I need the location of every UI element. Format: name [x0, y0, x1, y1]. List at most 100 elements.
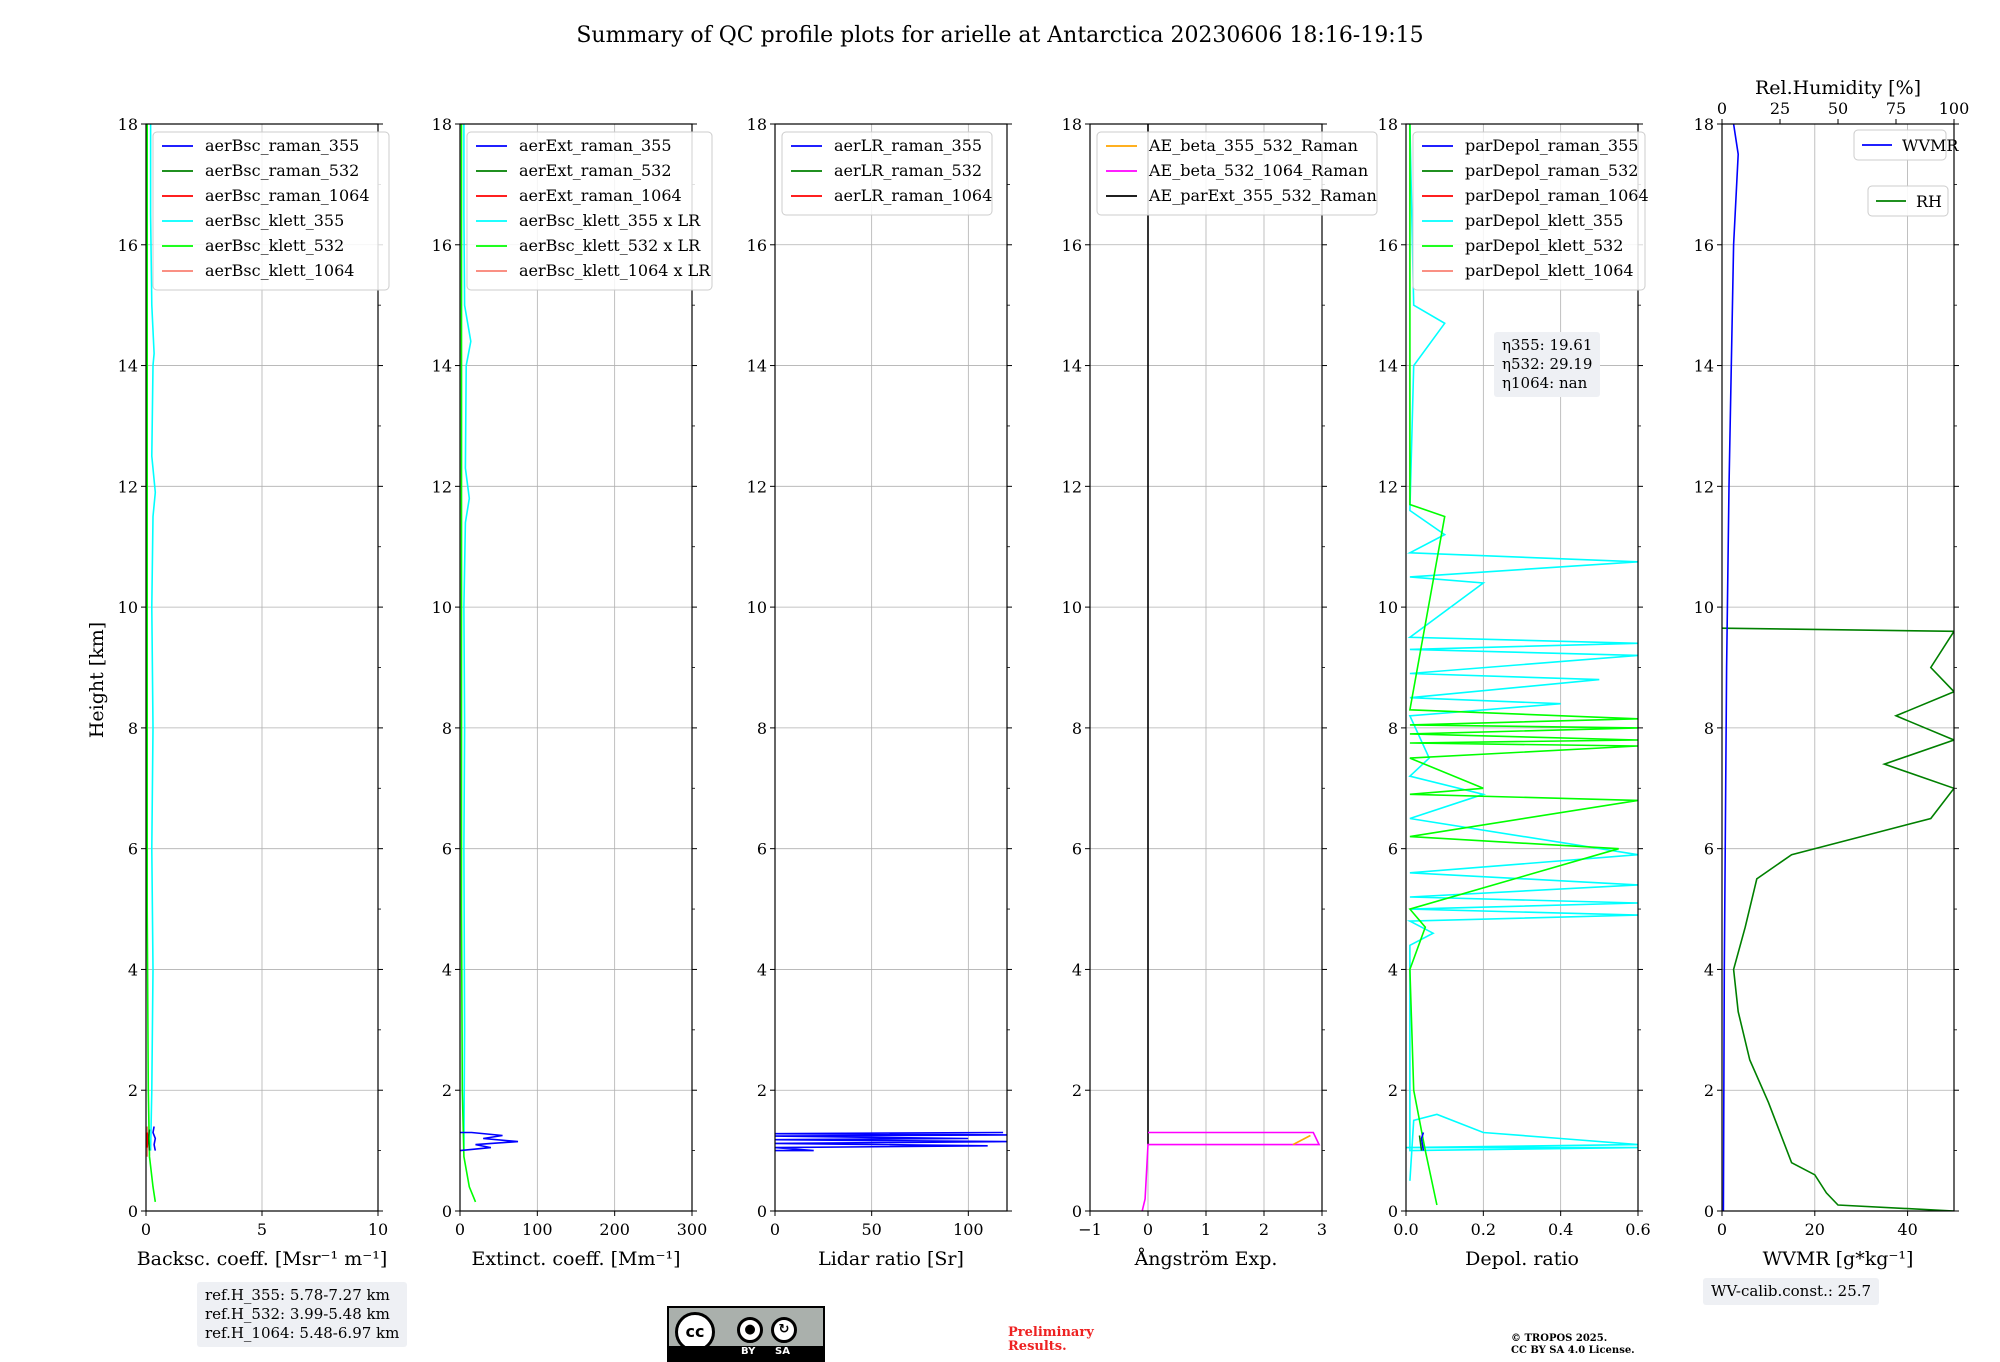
- legend-label: parDepol_raman_1064: [1465, 186, 1649, 205]
- y-tick-label: 2: [1388, 1081, 1398, 1100]
- reference-heights-box: ref.H_355: 5.78-7.27 km ref.H_532: 3.99-…: [197, 1282, 408, 1347]
- legend-label: AE_beta_532_1064_Raman: [1148, 161, 1368, 180]
- ref-height-532: ref.H_532: 3.99-5.48 km: [205, 1305, 390, 1323]
- top-x-tick-label: 100: [1939, 99, 1970, 118]
- x-tick-label: 0.4: [1548, 1220, 1573, 1239]
- x-axis-label: Lidar ratio [Sr]: [818, 1248, 964, 1270]
- y-tick-label: 18: [432, 115, 452, 134]
- y-tick-label: 10: [747, 598, 767, 617]
- license-by: BY: [741, 1346, 756, 1357]
- x-tick-label: 50: [861, 1220, 881, 1239]
- series-WVMR: [1722, 124, 1740, 1211]
- eta-532: η532: 29.19: [1502, 355, 1593, 373]
- x-tick-label: −1: [1078, 1220, 1102, 1239]
- y-tick-label: 12: [1062, 477, 1082, 496]
- legend-label: aerBsc_raman_355: [205, 136, 359, 155]
- y-tick-label: 10: [118, 598, 138, 617]
- cc-license-badge: cc ● ↻ BY SA: [667, 1306, 825, 1362]
- y-tick-label: 14: [118, 357, 138, 376]
- preliminary-line-1: Preliminary: [1008, 1325, 1094, 1340]
- y-tick-label: 8: [757, 719, 767, 738]
- legend-label: parDepol_raman_355: [1465, 136, 1638, 155]
- x-axis-label: Backsc. coeff. [Msr⁻¹ m⁻¹]: [137, 1248, 388, 1270]
- x-axis-label: WVMR [g*kg⁻¹]: [1763, 1248, 1914, 1270]
- series-parDepol_raman_355: [1420, 1132, 1425, 1151]
- legend-label: parDepol_klett_355: [1465, 211, 1623, 230]
- legend-label: aerBsc_klett_1064 x LR: [519, 261, 711, 280]
- y-tick-label: 16: [1062, 236, 1082, 255]
- panel-1: 0 2 4 6 8 10 12 14 16 18 0 5 10 Backsc. coeff. [Msr⁻¹…: [118, 115, 390, 1270]
- x-tick-label: 5: [257, 1220, 267, 1239]
- y-tick-label: 18: [1694, 115, 1714, 134]
- y-tick-label: 8: [1704, 719, 1714, 738]
- ref-height-355: ref.H_355: 5.78-7.27 km: [205, 1286, 390, 1304]
- series-parDepol_klett_355: [1406, 124, 1638, 1181]
- series-aerBsc_klett_532: [146, 124, 157, 1203]
- x-tick-label: 10: [368, 1220, 388, 1239]
- attribution-icon: ●: [737, 1317, 763, 1343]
- top-x-tick-label: 75: [1886, 99, 1906, 118]
- y-tick-label: 16: [118, 236, 138, 255]
- legend-label: aerLR_raman_532: [834, 161, 982, 180]
- legend-label: parDepol_raman_532: [1465, 161, 1638, 180]
- y-tick-label: 8: [1072, 719, 1082, 738]
- x-tick-label: 100: [953, 1220, 984, 1239]
- y-tick-label: 10: [432, 598, 452, 617]
- license-band: BY SA: [669, 1346, 823, 1360]
- legend-label: WVMR: [1902, 136, 1959, 155]
- y-tick-label: 18: [1378, 115, 1398, 134]
- x-tick-label: 1: [1201, 1220, 1211, 1239]
- y-tick-label: 0: [128, 1202, 138, 1221]
- y-tick-label: 16: [432, 236, 452, 255]
- eta-355: η355: 19.61: [1502, 336, 1593, 354]
- series-AE_beta_532_1064_Raman: [1141, 1131, 1321, 1211]
- y-tick-label: 6: [757, 840, 767, 859]
- legend-label: parDepol_klett_532: [1465, 236, 1623, 255]
- wv-calib-text: WV-calib.const.: 25.7: [1711, 1282, 1872, 1300]
- x-tick-label: 200: [599, 1220, 630, 1239]
- y-tick-label: 8: [1388, 719, 1398, 738]
- panel-2: 0 2 4 6 8 10 12 14 16 18 0 100 200 300 Extinct. coeff.…: [432, 115, 713, 1270]
- y-tick-label: 2: [128, 1081, 138, 1100]
- y-tick-label: 16: [1378, 236, 1398, 255]
- y-axis-label: Height [km]: [86, 622, 108, 738]
- y-tick-label: 14: [432, 357, 452, 376]
- series-aerLR_raman_355: [775, 1131, 1007, 1152]
- x-tick-label: 2: [1259, 1220, 1269, 1239]
- x-tick-label: 0: [1717, 1220, 1727, 1239]
- legend-label: AE_beta_355_532_Raman: [1148, 136, 1358, 155]
- y-tick-label: 12: [1694, 477, 1714, 496]
- legend-label: parDepol_klett_1064: [1465, 261, 1634, 280]
- y-tick-label: 2: [1072, 1081, 1082, 1100]
- legend-box: [1867, 185, 1949, 217]
- legend-label: RH: [1916, 192, 1942, 211]
- y-tick-label: 0: [757, 1202, 767, 1221]
- y-tick-label: 8: [442, 719, 452, 738]
- figure-title: Summary of QC profile plots for arielle …: [576, 23, 1423, 48]
- legend-box: [466, 131, 713, 291]
- series-AE_beta_355_532_Raman: [1292, 1134, 1311, 1146]
- panel-5: 0 2 4 6 8 10 12 14 16 18 0.0 0.2 0.4 0.6 Depol. ratio p…: [1378, 115, 1651, 1270]
- y-tick-label: 6: [1388, 840, 1398, 859]
- legend-label: aerBsc_raman_1064: [205, 186, 370, 205]
- wv-calib-box: WV-calib.const.: 25.7: [1703, 1278, 1880, 1305]
- license-sa: SA: [775, 1346, 790, 1357]
- top-x-tick-label: 50: [1828, 99, 1848, 118]
- y-tick-label: 4: [1072, 960, 1082, 979]
- eta-1064: η1064: nan: [1502, 374, 1588, 392]
- series-aerBsc_klett_355: [149, 124, 157, 1151]
- x-tick-label: 0.0: [1393, 1220, 1418, 1239]
- y-tick-label: 12: [432, 477, 452, 496]
- legend-label: aerExt_raman_532: [519, 161, 672, 180]
- x-tick-label: 300: [677, 1220, 708, 1239]
- copyright-line-2: CC BY SA 4.0 License.: [1511, 1345, 1635, 1356]
- axes-frame: [1721, 123, 1955, 1212]
- top-x-tick-label: 0: [1717, 99, 1727, 118]
- legend-box: [1096, 131, 1378, 216]
- share-alike-icon: ↻: [771, 1317, 797, 1343]
- x-tick-label: 3: [1317, 1220, 1327, 1239]
